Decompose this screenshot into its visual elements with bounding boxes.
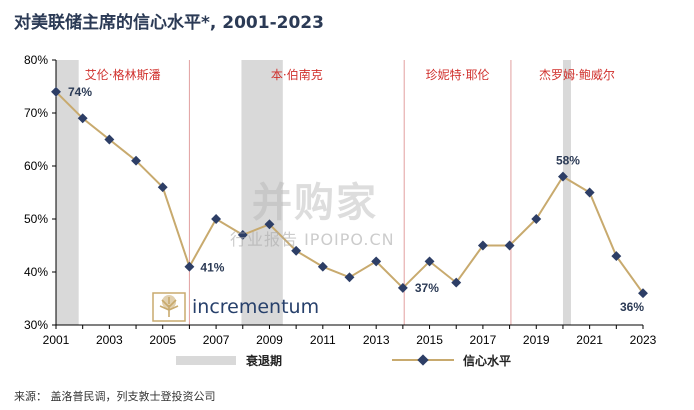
data-point (611, 251, 622, 262)
data-label: 58% (556, 154, 580, 168)
legend-series-swatch (392, 354, 454, 366)
y-tick-label: 30% (24, 318, 48, 332)
data-point (424, 256, 435, 267)
brand-name: incrementum (192, 296, 320, 318)
data-point (184, 261, 195, 272)
y-tick-label: 40% (24, 265, 48, 279)
data-point (477, 240, 488, 251)
x-tick-label: 2005 (149, 333, 176, 347)
y-tick-label: 80% (24, 53, 48, 67)
x-tick-label: 2013 (363, 333, 390, 347)
chair-name-label: 杰罗姆·鲍威尔 (539, 67, 615, 82)
x-tick-label: 2011 (310, 333, 336, 347)
data-point (237, 229, 248, 240)
chair-name-label: 珍妮特·耶伦 (426, 67, 490, 82)
data-point (157, 182, 168, 193)
data-point (264, 219, 275, 230)
legend-recession-swatch (176, 356, 236, 365)
y-tick-label: 50% (24, 212, 48, 226)
recession-band (562, 60, 571, 325)
data-point (344, 272, 355, 283)
y-tick-label: 60% (24, 159, 48, 173)
data-label: 74% (68, 85, 92, 99)
recession-band (56, 60, 79, 325)
data-point (131, 155, 141, 166)
data-point (451, 277, 462, 288)
x-tick-label: 2007 (203, 333, 230, 347)
data-point (317, 261, 328, 272)
data-point (104, 134, 115, 145)
data-label: 37% (415, 281, 439, 295)
data-point (584, 187, 595, 198)
data-point (397, 282, 408, 293)
data-label: 36% (620, 300, 644, 314)
data-point (211, 214, 222, 224)
x-tick-label: 2015 (416, 333, 443, 347)
data-label: 41% (200, 261, 224, 275)
y-tick-label: 70% (24, 106, 48, 120)
data-point (51, 86, 61, 97)
x-tick-label: 2021 (576, 333, 603, 347)
source-note: 来源： 盖洛普民调，列支敦士登投资公司 (14, 390, 216, 403)
x-tick-label: 2017 (470, 333, 497, 347)
data-point (371, 256, 382, 267)
data-point (531, 214, 542, 224)
data-point (77, 113, 88, 124)
x-tick-label: 2009 (256, 333, 283, 347)
watermark-subtitle: 行业报告 IPOIPO.CN (230, 230, 395, 249)
x-tick-label: 2019 (523, 333, 550, 347)
chair-name-label: 本·伯南克 (271, 67, 323, 82)
legend-series-label: 信心水平 (463, 354, 512, 368)
data-point (504, 240, 515, 251)
x-tick-label: 2001 (43, 333, 70, 347)
legend-recession-label: 衰退期 (246, 354, 283, 368)
data-point (558, 171, 568, 182)
chair-name-label: 艾伦·格林斯潘 (85, 67, 161, 82)
x-tick-label: 2003 (96, 333, 123, 347)
watermark: 并购家 (252, 180, 378, 226)
incrementum-logo-icon (152, 292, 186, 322)
recession-band (241, 60, 283, 325)
x-tick-label: 2023 (630, 333, 657, 347)
data-point (291, 245, 302, 256)
chart-title: 对美联储主席的信心水平*, 2001-2023 (14, 13, 324, 33)
data-point (638, 288, 648, 299)
